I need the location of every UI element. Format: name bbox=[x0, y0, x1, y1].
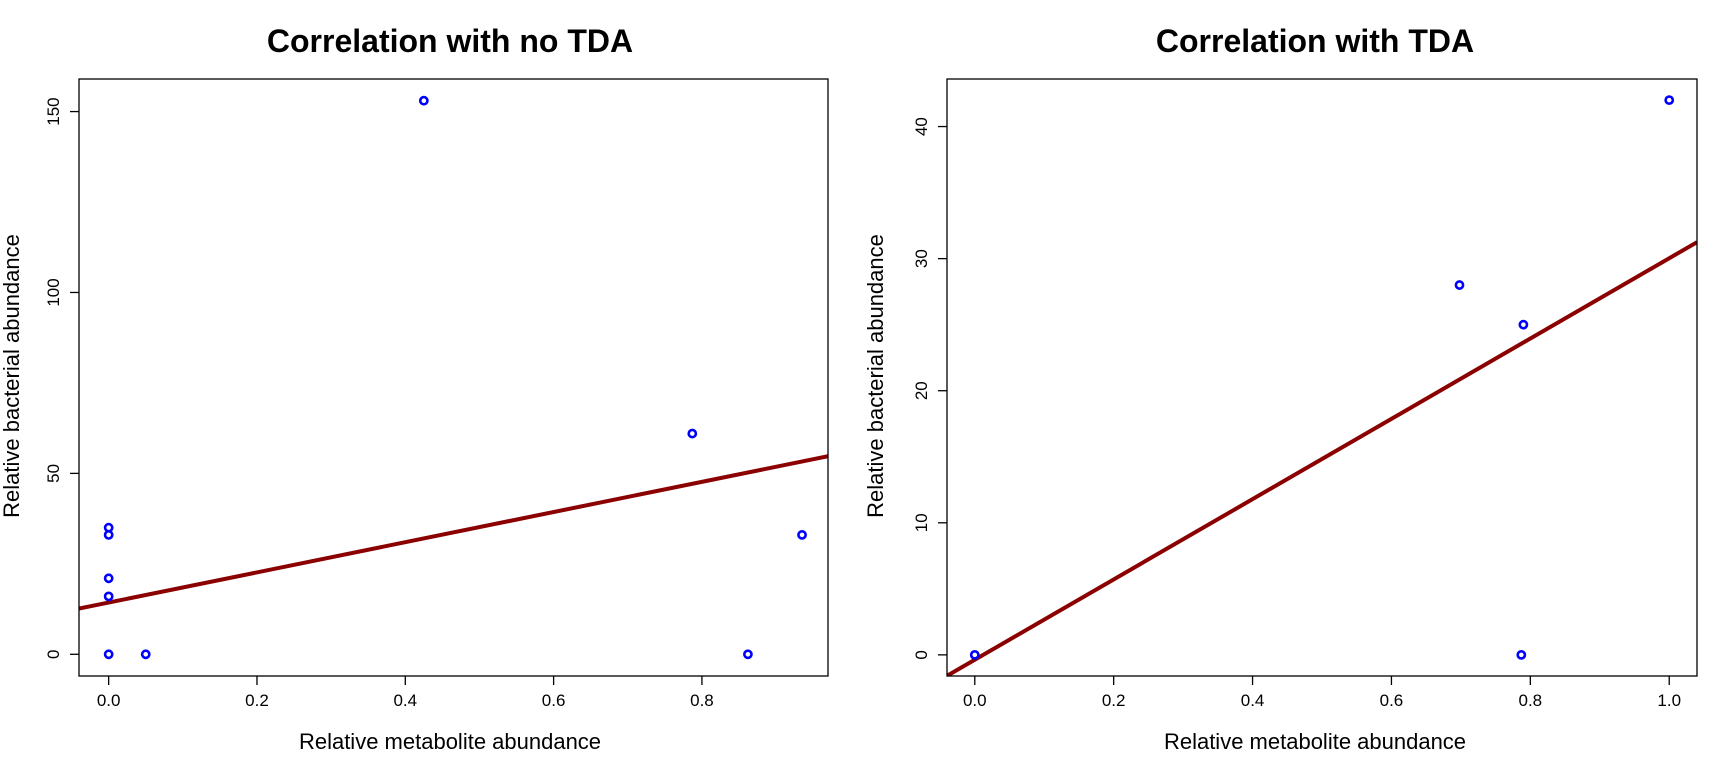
x-tick-label: 0.6 bbox=[542, 691, 566, 710]
data-point bbox=[103, 649, 114, 660]
data-point bbox=[1454, 280, 1465, 290]
data-point bbox=[140, 649, 151, 660]
plot-area: 0.0 0.2 0.4 0.6 0.8 1.0 0 10 20 30 40 bbox=[912, 78, 1698, 710]
data-point bbox=[743, 649, 753, 660]
y-axis-label: Relative bacterial abundance bbox=[863, 234, 888, 518]
x-axis-label: Relative metabolite abundance bbox=[299, 729, 601, 754]
y-tick-label: 100 bbox=[44, 278, 63, 306]
x-tick-label: 0.4 bbox=[393, 691, 417, 710]
regression-line bbox=[79, 454, 828, 611]
data-point bbox=[103, 522, 114, 533]
x-tick-label: 1.0 bbox=[1657, 691, 1681, 710]
plot-area: 0.0 0.2 0.4 0.6 0.8 0 50 100 150 bbox=[44, 78, 829, 710]
y-tick-label: 150 bbox=[44, 97, 63, 125]
y-tick-label: 30 bbox=[912, 249, 931, 268]
x-tick-label: 0.0 bbox=[97, 691, 121, 710]
x-tick-label: 0.8 bbox=[690, 691, 714, 710]
y-tick-label: 0 bbox=[912, 650, 931, 659]
plot-frame bbox=[78, 78, 829, 677]
chart-title: Correlation with no TDA bbox=[267, 23, 633, 59]
chart-title: Correlation with TDA bbox=[1156, 23, 1474, 59]
x-tick-label: 0.6 bbox=[1380, 691, 1404, 710]
y-tick-label: 0 bbox=[44, 650, 63, 659]
y-tick-label: 40 bbox=[912, 117, 931, 136]
panel-no-tda: Correlation with no TDA Relative metabol… bbox=[0, 23, 829, 754]
regression-line bbox=[947, 240, 1697, 676]
x-tick-label: 0.4 bbox=[1241, 691, 1265, 710]
data-point bbox=[418, 95, 429, 106]
data-point bbox=[103, 591, 114, 602]
y-tick-label: 20 bbox=[912, 381, 931, 400]
plot-frame bbox=[946, 78, 1698, 677]
x-tick-label: 0.8 bbox=[1519, 691, 1543, 710]
data-point bbox=[687, 428, 698, 439]
data-point bbox=[1518, 319, 1529, 330]
x-tick-label: 0.2 bbox=[1102, 691, 1126, 710]
data-point bbox=[1516, 649, 1527, 660]
data-point bbox=[103, 573, 114, 584]
panel-tda: Correlation with TDA Relative metabolite… bbox=[863, 23, 1698, 754]
data-point bbox=[1664, 95, 1675, 106]
x-tick-label: 0.2 bbox=[245, 691, 269, 710]
y-tick-label: 10 bbox=[912, 513, 931, 532]
data-point bbox=[797, 529, 807, 540]
y-tick-label: 50 bbox=[44, 464, 63, 483]
x-tick-label: 0.0 bbox=[963, 691, 987, 710]
data-point bbox=[969, 649, 980, 660]
y-axis-label: Relative bacterial abundance bbox=[0, 234, 24, 518]
x-axis-label: Relative metabolite abundance bbox=[1164, 729, 1466, 754]
